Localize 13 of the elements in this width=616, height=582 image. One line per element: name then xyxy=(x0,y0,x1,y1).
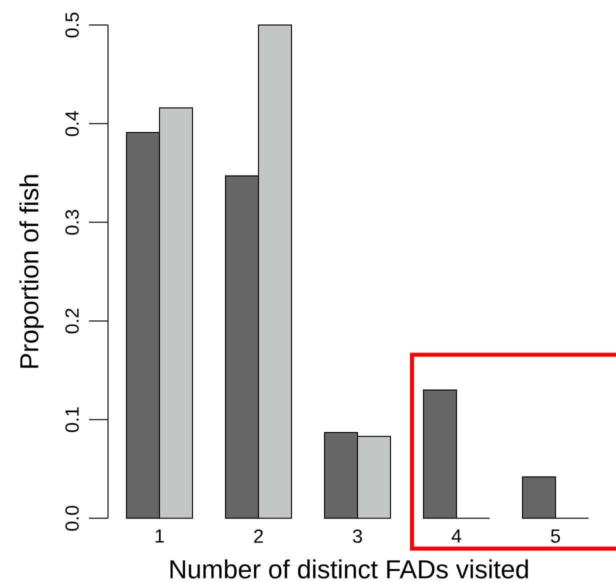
y-tick-label: 0.0 xyxy=(65,506,79,531)
y-tick-label: 0.5 xyxy=(65,12,79,38)
x-tick-label: 1 xyxy=(156,529,164,543)
y-tick-label: 0.4 xyxy=(65,110,79,136)
y-tick-label: 0.3 xyxy=(65,210,79,235)
x-tick-label: 5 xyxy=(551,529,560,543)
x-tick-label: 3 xyxy=(352,529,362,543)
x-tick-label: 2 xyxy=(254,529,263,543)
x-axis-title: Number of distinct FADs visited xyxy=(170,559,528,579)
y-tick-label: 0.1 xyxy=(65,407,79,432)
y-axis-title: Proportion of fish xyxy=(19,175,44,368)
x-tick-label: 4 xyxy=(452,529,462,543)
y-tick-label: 0.2 xyxy=(65,308,79,334)
